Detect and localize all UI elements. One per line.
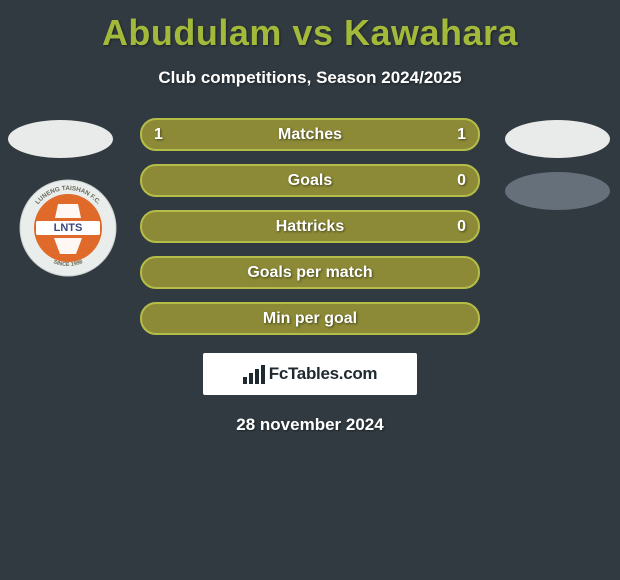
stat-row-hattricks: Hattricks 0 bbox=[140, 210, 480, 243]
stat-row-matches: 1 Matches 1 bbox=[140, 118, 480, 151]
stat-label: Goals bbox=[288, 172, 332, 190]
stat-label: Hattricks bbox=[276, 218, 344, 236]
stats-table: 1 Matches 1 Goals 0 Hattricks 0 Goals pe… bbox=[140, 118, 480, 335]
watermark-badge: FcTables.com bbox=[203, 353, 417, 395]
stat-label: Matches bbox=[278, 126, 342, 144]
page-subtitle: Club competitions, Season 2024/2025 bbox=[0, 68, 620, 88]
stat-right-value: 0 bbox=[457, 218, 466, 236]
stat-row-goals-per-match: Goals per match bbox=[140, 256, 480, 289]
stat-right-value: 1 bbox=[457, 126, 466, 144]
stat-right-value: 0 bbox=[457, 172, 466, 190]
stat-row-goals: Goals 0 bbox=[140, 164, 480, 197]
club-crest: LNTS LUNENG TAISHAN F.C. SINCE 1998 bbox=[18, 178, 118, 278]
bars-icon bbox=[243, 365, 265, 384]
stat-left-value: 1 bbox=[154, 126, 163, 144]
player-right-avatar-shadow bbox=[505, 172, 610, 210]
footer-date: 28 november 2024 bbox=[0, 415, 620, 435]
watermark-text: FcTables.com bbox=[269, 364, 378, 384]
stat-row-min-per-goal: Min per goal bbox=[140, 302, 480, 335]
player-left-avatar bbox=[8, 120, 113, 158]
stat-label: Min per goal bbox=[263, 310, 357, 328]
player-right-avatar bbox=[505, 120, 610, 158]
crest-initials: LNTS bbox=[54, 222, 83, 234]
stat-label: Goals per match bbox=[247, 264, 372, 282]
page-title: Abudulam vs Kawahara bbox=[0, 0, 620, 54]
